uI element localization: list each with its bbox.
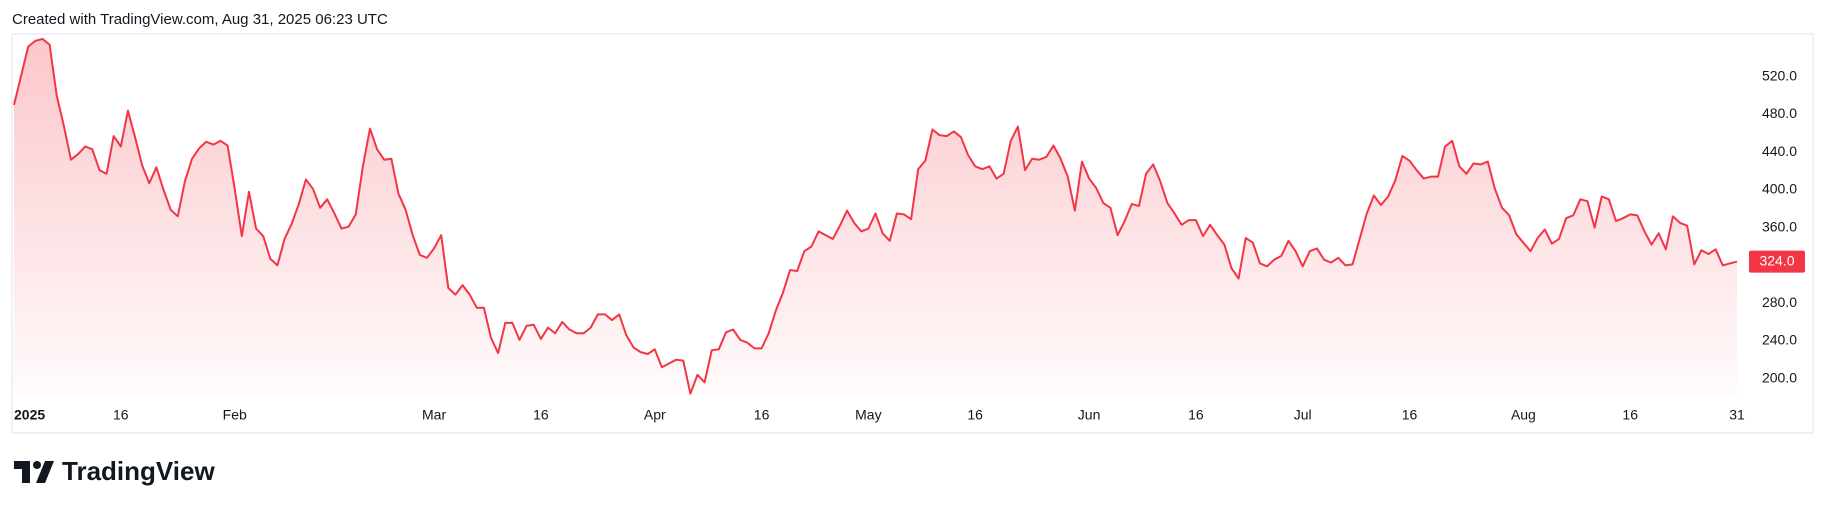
y-tick-label: 440.0 (1762, 143, 1797, 159)
x-tick-label: 16 (754, 407, 770, 423)
logo-icon (14, 461, 54, 483)
header-text: Created with TradingView.com, Aug 31, 20… (12, 11, 388, 28)
x-tick-label: Mar (422, 407, 446, 423)
y-tick-label: 520.0 (1762, 67, 1797, 83)
chart-frame (11, 33, 1814, 434)
x-tick-label: 16 (1622, 407, 1638, 423)
x-tick-label: Jun (1078, 407, 1101, 423)
x-tick-label: 16 (1188, 407, 1204, 423)
x-tick-label: 16 (967, 407, 983, 423)
y-tick-label: 400.0 (1762, 181, 1797, 197)
x-tick-label: 2025 (14, 407, 45, 423)
x-tick-label: May (855, 407, 881, 423)
y-tick-label: 280.0 (1762, 294, 1797, 310)
price-line (13, 37, 1738, 395)
x-tick-label: Apr (644, 407, 666, 423)
x-tick-label: 16 (1402, 407, 1418, 423)
logo-text: TradingView (62, 456, 215, 486)
y-tick-label: 200.0 (1762, 369, 1797, 385)
plot: 200.0240.0280.0320.0360.0400.0440.0480.0… (13, 37, 1805, 423)
x-tick-label: 16 (113, 407, 129, 423)
x-tick-label: Feb (223, 407, 247, 423)
y-tick-label: 360.0 (1762, 218, 1797, 234)
last-price-tag (1749, 250, 1805, 273)
last-price-label: 324.0 (1759, 252, 1794, 268)
x-tick-label: Jul (1294, 407, 1312, 423)
area-fill (14, 38, 1737, 397)
y-tick-label: 480.0 (1762, 105, 1797, 121)
x-tick-label: Aug (1511, 407, 1536, 423)
y-tick-label: 240.0 (1762, 332, 1797, 348)
x-tick-label: 16 (533, 407, 549, 423)
x-tick-label: 31 (1729, 407, 1745, 423)
